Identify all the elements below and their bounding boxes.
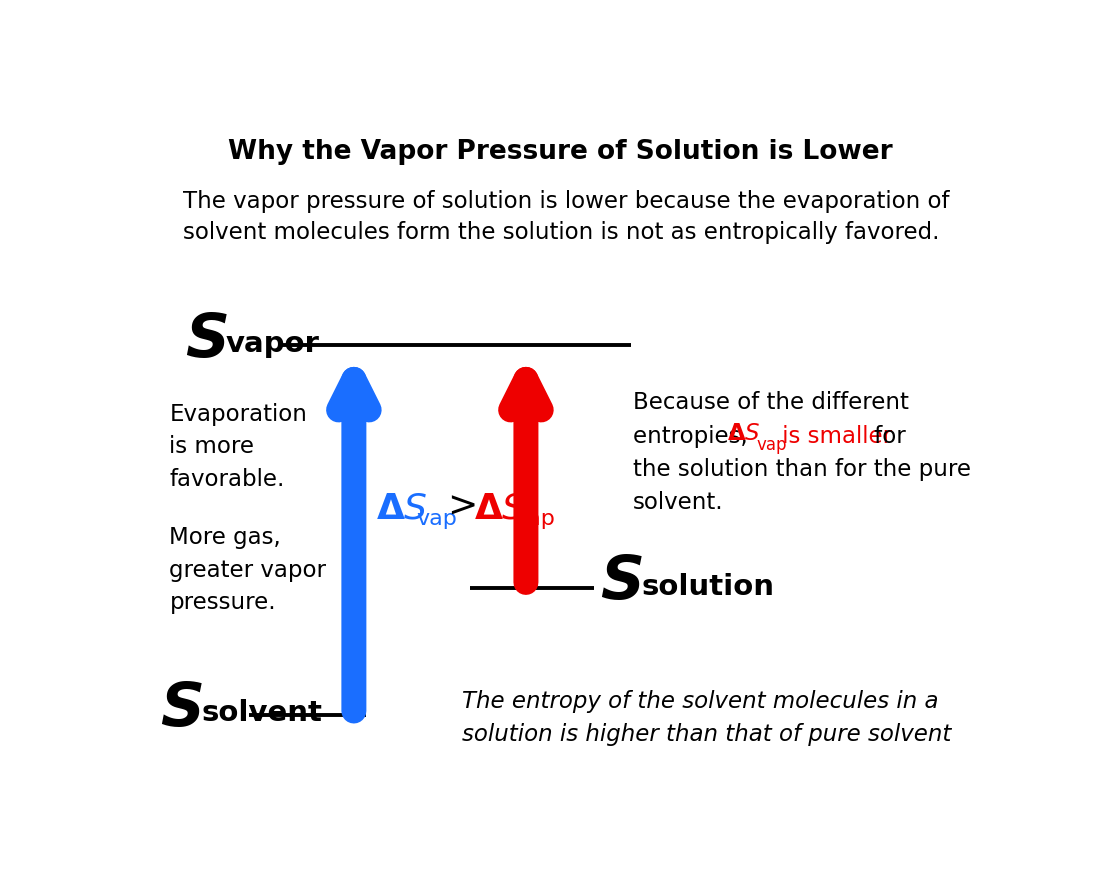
Text: >: > bbox=[447, 489, 477, 523]
Text: the solution than for the pure: the solution than for the pure bbox=[633, 457, 971, 480]
Text: vap: vap bbox=[416, 509, 457, 528]
Text: Evaporation: Evaporation bbox=[170, 403, 308, 426]
Text: $\mathbf{\Delta}\mathit{S}$: $\mathbf{\Delta}\mathit{S}$ bbox=[727, 423, 761, 445]
Text: $\bfit{S}$: $\bfit{S}$ bbox=[160, 680, 203, 739]
Text: is more: is more bbox=[170, 435, 254, 458]
Text: Because of the different: Because of the different bbox=[633, 392, 909, 415]
Text: The vapor pressure of solution is lower because the evaporation of: The vapor pressure of solution is lower … bbox=[183, 190, 949, 213]
Text: $\bfit{S}$: $\bfit{S}$ bbox=[185, 311, 228, 369]
Text: The entropy of the solvent molecules in a: The entropy of the solvent molecules in … bbox=[462, 690, 938, 713]
Text: greater vapor: greater vapor bbox=[170, 559, 326, 582]
Text: solvent: solvent bbox=[201, 700, 322, 727]
Text: More gas,: More gas, bbox=[170, 527, 281, 549]
Text: solvent.: solvent. bbox=[633, 491, 724, 514]
Text: entropies,: entropies, bbox=[633, 424, 754, 448]
Text: vapor: vapor bbox=[226, 329, 320, 358]
Text: is smaller: is smaller bbox=[775, 424, 892, 448]
Text: Why the Vapor Pressure of Solution is Lower: Why the Vapor Pressure of Solution is Lo… bbox=[229, 139, 894, 165]
Text: vap: vap bbox=[757, 436, 787, 454]
Text: solvent molecules form the solution is not as entropically favored.: solvent molecules form the solution is n… bbox=[183, 220, 940, 243]
Text: solution is higher than that of pure solvent: solution is higher than that of pure sol… bbox=[462, 723, 952, 746]
Text: for: for bbox=[867, 424, 906, 448]
Text: $\bfit{S}$: $\bfit{S}$ bbox=[600, 553, 643, 612]
Text: $\mathbf{\Delta}\mathit{S}$: $\mathbf{\Delta}\mathit{S}$ bbox=[474, 492, 526, 526]
Text: $\mathbf{\Delta}\mathit{S}$: $\mathbf{\Delta}\mathit{S}$ bbox=[376, 492, 427, 526]
Text: favorable.: favorable. bbox=[170, 468, 285, 491]
Text: vap: vap bbox=[515, 509, 555, 528]
Text: solution: solution bbox=[642, 573, 774, 601]
Text: pressure.: pressure. bbox=[170, 591, 276, 614]
